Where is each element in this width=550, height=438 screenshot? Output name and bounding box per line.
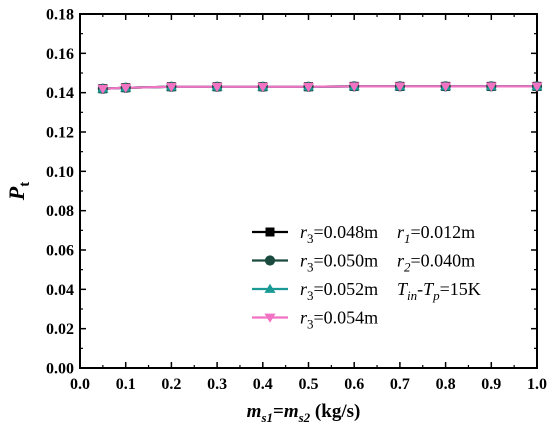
data-point-series-4 [211,82,223,93]
y-tick-label: 0.08 [46,203,74,220]
legend-note-3: Tin-Tp=15K [397,279,481,303]
x-tick-label: 0.4 [253,376,273,393]
data-point-series-4 [120,83,132,94]
data-point-series-4 [531,82,543,92]
data-point-series-4 [394,82,406,92]
data-point-series-4 [485,82,497,92]
legend-label-2: r3=0.050m [300,251,378,275]
legend-label-4: r3=0.054m [300,308,378,332]
data-point-series-4 [348,82,360,92]
x-tick-label: 0.5 [299,376,319,393]
data-point-series-4 [165,82,177,93]
legend-marker-1 [265,227,275,237]
x-tick-label: 0.1 [116,376,136,393]
legend-label-3: r3=0.052m [300,279,378,303]
y-tick-label: 0.14 [46,85,74,102]
plot-frame [79,13,538,369]
data-point-series-4 [257,82,269,93]
x-axis-title: ms1=ms2 (kg/s) [247,401,361,425]
x-tick-label: 0.8 [436,376,456,393]
y-tick-label: 0.00 [46,361,74,378]
plot-layer: 0.0 0.1 0.2 0.3 0.4 0.5 0.6 0.7 0.8 0.9 1.0 0.00 0.0… [4,7,547,426]
y-tick-label: 0.06 [46,243,74,260]
y-tick-label: 0.10 [46,164,74,181]
legend-marker-2 [264,255,276,266]
x-tick-label: 0.0 [70,376,90,393]
x-tick-label: 0.6 [344,376,364,393]
legend-marker-3 [264,283,276,293]
y-tick-label: 0.04 [46,282,74,299]
y-axis-title: Pt [4,182,33,201]
data-point-series-4 [302,82,315,93]
data-point-series-4 [440,82,452,92]
y-tick-label: 0.12 [46,125,74,142]
data-point-series-4 [97,84,109,95]
y-axis-title-group: Pt [4,182,33,201]
x-tick-label: 0.7 [390,376,410,393]
x-tick-label: 1.0 [527,376,547,393]
x-tick-label: 0.2 [161,376,181,393]
y-tick-label: 0.16 [46,46,74,63]
y-tick-label: 0.18 [46,7,74,24]
y-tick-label: 0.02 [46,321,74,338]
legend-note-2: r2=0.040m [397,251,475,275]
x-tick-label: 0.3 [207,376,227,393]
legend-label-1: r3=0.048m [300,222,378,246]
legend-marker-4 [264,313,276,323]
legend-note-1: r1=0.012m [397,222,475,246]
x-tick-label: 0.9 [481,376,501,393]
